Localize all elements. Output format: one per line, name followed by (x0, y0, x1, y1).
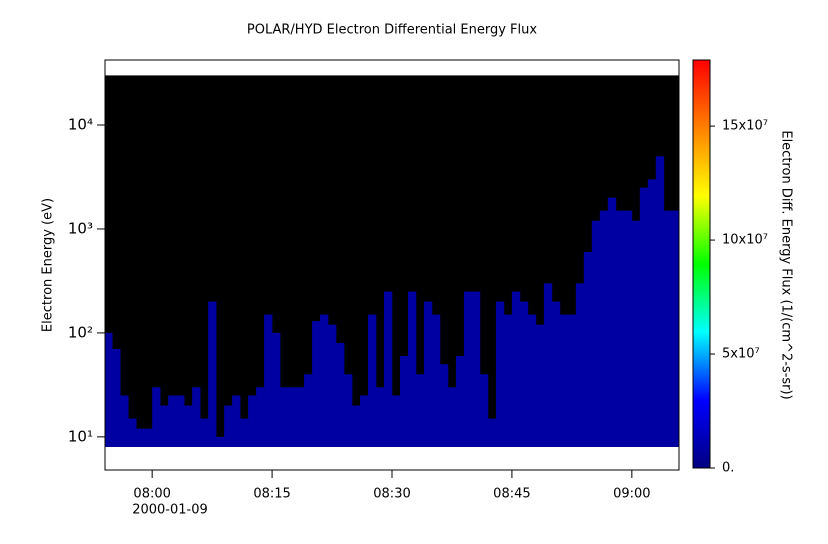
x-tick-label: 08:30 (373, 487, 410, 502)
flux-column (511, 291, 521, 447)
flux-column (280, 387, 289, 447)
flux-column (168, 395, 177, 447)
flux-column (232, 395, 241, 447)
flux-column (671, 210, 680, 447)
flux-column (352, 405, 361, 447)
flux-column (399, 355, 409, 447)
x-tick-label: 08:15 (253, 487, 290, 502)
flux-column (272, 332, 281, 447)
flux-column (248, 395, 257, 447)
flux-column (224, 405, 233, 447)
flux-column (447, 387, 457, 447)
flux-column (344, 374, 353, 447)
flux-column (256, 387, 265, 447)
flux-column (543, 283, 553, 447)
flux-column (487, 418, 497, 447)
flux-column (647, 179, 657, 447)
flux-column (623, 210, 633, 447)
flux-column (423, 301, 433, 447)
flux-column (392, 395, 401, 447)
x-tick-label: 08:45 (493, 487, 530, 502)
chart-title: POLAR/HYD Electron Differential Energy F… (247, 23, 537, 38)
flux-column (320, 314, 329, 447)
colorbar-label: Electron Diff. Energy Flux (1/(cm^2-s-sr… (779, 130, 794, 399)
flux-column (216, 436, 225, 447)
y-tick-label: 10⁴ (68, 116, 93, 134)
flux-column (368, 314, 377, 447)
flux-column (551, 301, 561, 447)
flux-column (208, 301, 217, 447)
flux-column (535, 324, 545, 447)
flux-column (663, 210, 673, 447)
flux-column (360, 395, 369, 447)
flux-column (431, 314, 441, 447)
flux-column (176, 395, 185, 447)
flux-column (599, 210, 609, 447)
flux-column (655, 156, 665, 447)
date-label: 2000-01-09 (132, 503, 208, 518)
flux-column (591, 220, 601, 447)
flux-column (615, 210, 625, 447)
flux-column (288, 387, 297, 447)
flux-column (120, 395, 129, 447)
flux-column (439, 364, 449, 447)
flux-column (455, 355, 465, 447)
colorbar-tick-label: 15x10⁷ (722, 119, 768, 134)
flux-column (495, 301, 505, 447)
flux-column (407, 291, 417, 447)
flux-column (184, 405, 193, 447)
flux-column (376, 387, 385, 447)
flux-column (519, 301, 529, 447)
flux-column (415, 374, 425, 447)
colorbar-tick-label: 10x10⁷ (722, 233, 768, 248)
flux-column (136, 428, 145, 447)
flux-column (463, 291, 473, 447)
flux-column (559, 314, 569, 447)
flux-column (328, 324, 337, 447)
flux-column (264, 314, 273, 447)
flux-column (312, 321, 321, 447)
flux-column (240, 418, 249, 447)
y-tick-label: 10² (68, 323, 93, 341)
x-tick-label: 08:00 (133, 487, 170, 502)
flux-column (471, 291, 481, 447)
colorbar-tick-label: 5x10⁷ (722, 347, 760, 362)
flux-column (575, 283, 585, 447)
flux-column (607, 197, 617, 447)
flux-column (128, 418, 137, 447)
flux-column (296, 387, 305, 447)
flux-column (200, 418, 209, 447)
flux-column (479, 374, 489, 447)
flux-column (631, 220, 641, 447)
flux-column (112, 349, 121, 447)
flux-column (160, 405, 169, 447)
flux-column (144, 428, 153, 447)
flux-column (567, 314, 577, 447)
flux-column (384, 291, 393, 447)
flux-column (105, 332, 113, 447)
y-tick-label: 10³ (68, 219, 93, 237)
flux-column (503, 314, 513, 447)
flux-column (152, 387, 161, 447)
x-tick-label: 09:00 (613, 487, 650, 502)
flux-column (304, 374, 313, 447)
flux-column (336, 342, 345, 447)
y-axis-label: Electron Energy (eV) (41, 198, 56, 332)
flux-column (639, 187, 649, 447)
colorbar-tick-label: 0. (722, 461, 734, 476)
flux-column (527, 314, 537, 447)
y-tick-label: 10¹ (68, 427, 93, 445)
flux-column (192, 387, 201, 447)
colorbar (692, 59, 711, 469)
flux-column (583, 252, 593, 447)
